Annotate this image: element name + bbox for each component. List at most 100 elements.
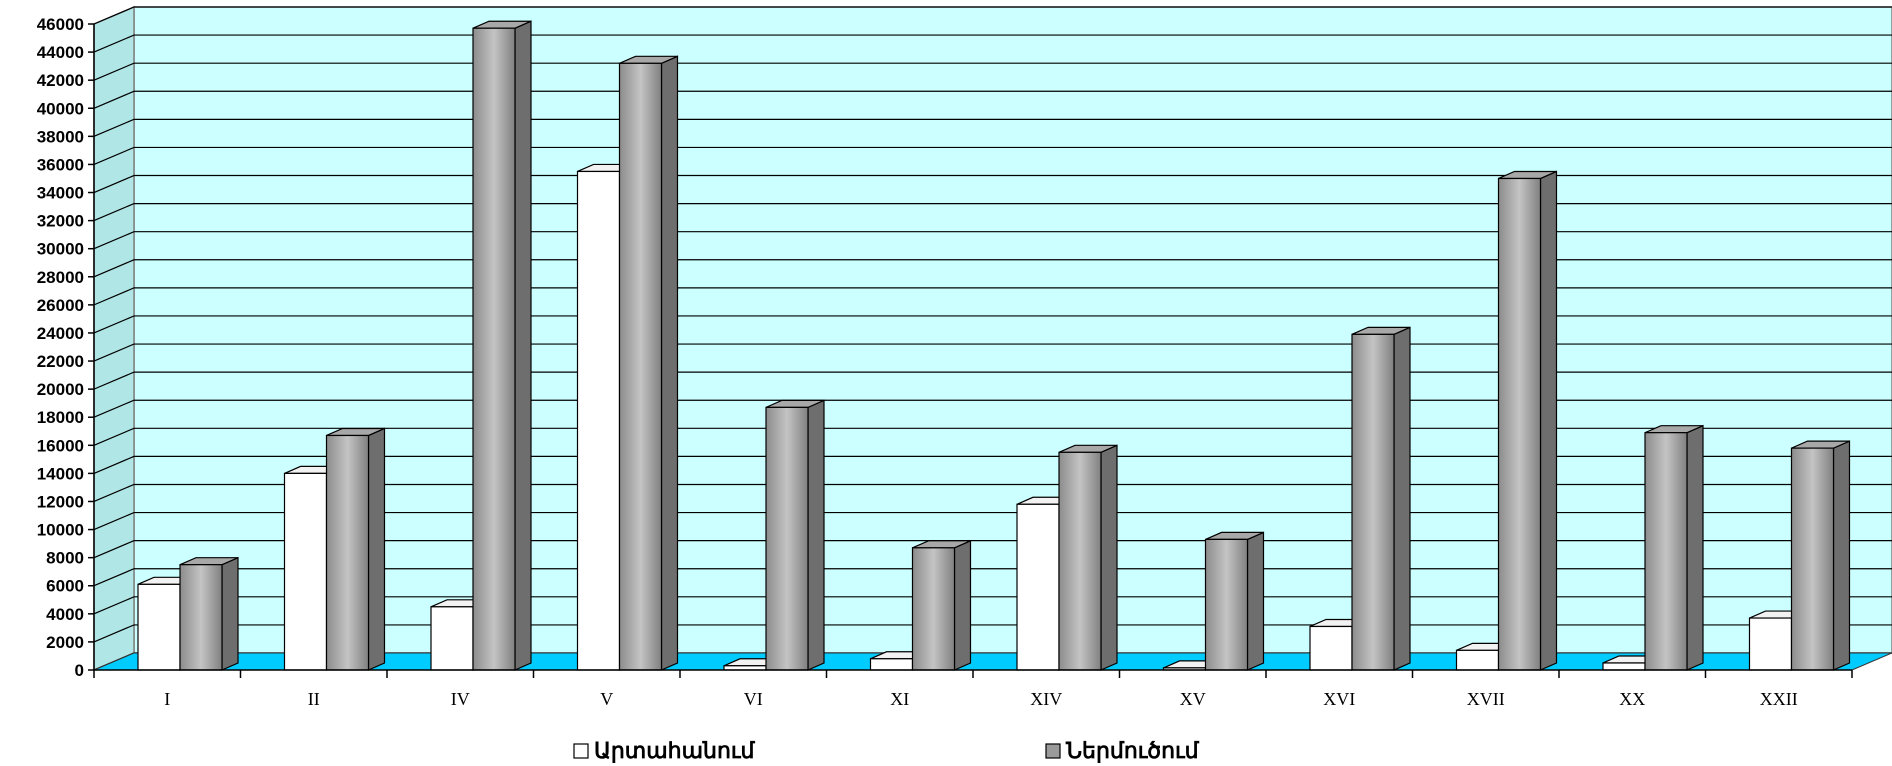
gridline [93, 62, 1892, 81]
x-tick-label: XV [1180, 689, 1206, 709]
legend-swatch-export [573, 743, 589, 759]
x-tick-label: II [308, 689, 320, 709]
bar-front [576, 170, 621, 671]
bar-import-XXII [1790, 440, 1851, 671]
bar-import-XVI [1351, 326, 1411, 671]
y-tick-label: 44000 [37, 43, 84, 62]
gridline [93, 399, 1892, 418]
bar-import-V [618, 55, 679, 671]
bar-side [1539, 170, 1558, 671]
bar-side [953, 539, 972, 671]
bar-import-XV [1204, 531, 1265, 671]
bar-front [1748, 617, 1793, 671]
legend-label-export: Արտահանում [594, 738, 755, 763]
bar-import-XVII [1497, 170, 1558, 671]
bar-import-VI [765, 399, 825, 671]
bar-import-XI [911, 539, 972, 671]
gridline [93, 34, 1892, 53]
bar-side [514, 20, 532, 671]
y-tick-label: 0 [75, 661, 84, 680]
bar-front [430, 606, 474, 671]
bar-front [1351, 333, 1395, 671]
gridline [93, 483, 1892, 503]
x-tick-label: V [600, 689, 613, 709]
y-tick-label: 12000 [37, 492, 84, 511]
bar-front [1644, 432, 1688, 671]
gridline [93, 455, 1892, 474]
gridline [93, 6, 1892, 25]
y-tick-label: 34000 [37, 184, 84, 203]
y-tick-label: 14000 [37, 464, 84, 483]
y-tick-label: 30000 [37, 240, 84, 259]
legend-label-import: Ներմուծում [1065, 738, 1200, 763]
y-tick-label: 38000 [37, 127, 84, 146]
gridline [93, 287, 1892, 306]
y-tick-label: 20000 [37, 380, 84, 399]
back-wall [133, 6, 1892, 654]
x-tick-label: XX [1619, 689, 1645, 709]
x-tick-label: VI [744, 689, 763, 709]
bar-front [1790, 447, 1835, 671]
bar-front [1058, 451, 1102, 671]
bar-side [1246, 531, 1265, 671]
bar-side [1686, 424, 1704, 671]
bar-side [660, 55, 679, 671]
bar-side [1832, 440, 1851, 671]
gridline [93, 146, 1892, 165]
y-tick-label: 32000 [37, 212, 84, 231]
x-tick-label: XVI [1323, 689, 1355, 709]
bar-side [807, 399, 825, 671]
gridline [93, 343, 1892, 362]
y-tick-label: 18000 [37, 408, 84, 427]
bar-front [911, 547, 956, 671]
gridline [93, 315, 1892, 334]
x-tick-label: IV [451, 689, 470, 709]
bar-front [618, 62, 663, 671]
bar-front [1602, 662, 1646, 671]
y-tick-label: 10000 [37, 521, 84, 540]
legend-swatch-import [1045, 743, 1061, 759]
bar-import-IV [472, 20, 532, 671]
gridline [93, 371, 1892, 390]
gridline [93, 511, 1892, 531]
y-tick-label: 40000 [37, 99, 84, 118]
bar-side [367, 427, 386, 671]
bar-import-II [325, 427, 386, 671]
y-tick-label: 36000 [37, 155, 84, 174]
y-tick-label: 8000 [46, 549, 84, 568]
gridline [93, 203, 1892, 222]
y-tick-label: 22000 [37, 352, 84, 371]
x-tick-label: XXII [1760, 689, 1798, 709]
bar-front [472, 27, 516, 671]
x-tick-label: XI [890, 689, 909, 709]
bar-front [137, 583, 181, 671]
gridline [93, 118, 1892, 137]
y-tick-label: 46000 [37, 15, 84, 34]
bar-front [1455, 649, 1500, 671]
bar-front [1309, 625, 1353, 671]
y-tick-label: 24000 [37, 324, 84, 343]
bar-side [1100, 444, 1118, 671]
y-tick-label: 28000 [37, 268, 84, 287]
bar-front [1497, 177, 1542, 671]
x-tick-label: XIV [1030, 689, 1062, 709]
y-tick-label: 26000 [37, 296, 84, 315]
y-tick-label: 4000 [46, 605, 84, 624]
bar-front [1204, 538, 1249, 671]
bar-import-I [179, 556, 239, 671]
bar-import-XIV [1058, 444, 1118, 671]
bar-front [1016, 503, 1060, 671]
gridline [93, 259, 1892, 278]
gridline [93, 568, 1892, 587]
gridline [93, 540, 1892, 559]
bar-import-XX [1644, 424, 1704, 671]
bar-side [1393, 326, 1411, 671]
gridline [93, 174, 1892, 194]
y-tick-label: 2000 [46, 633, 84, 652]
bar-front [765, 406, 809, 671]
gridline [93, 231, 1892, 250]
bar-front [869, 658, 914, 671]
y-tick-label: 6000 [46, 577, 84, 596]
